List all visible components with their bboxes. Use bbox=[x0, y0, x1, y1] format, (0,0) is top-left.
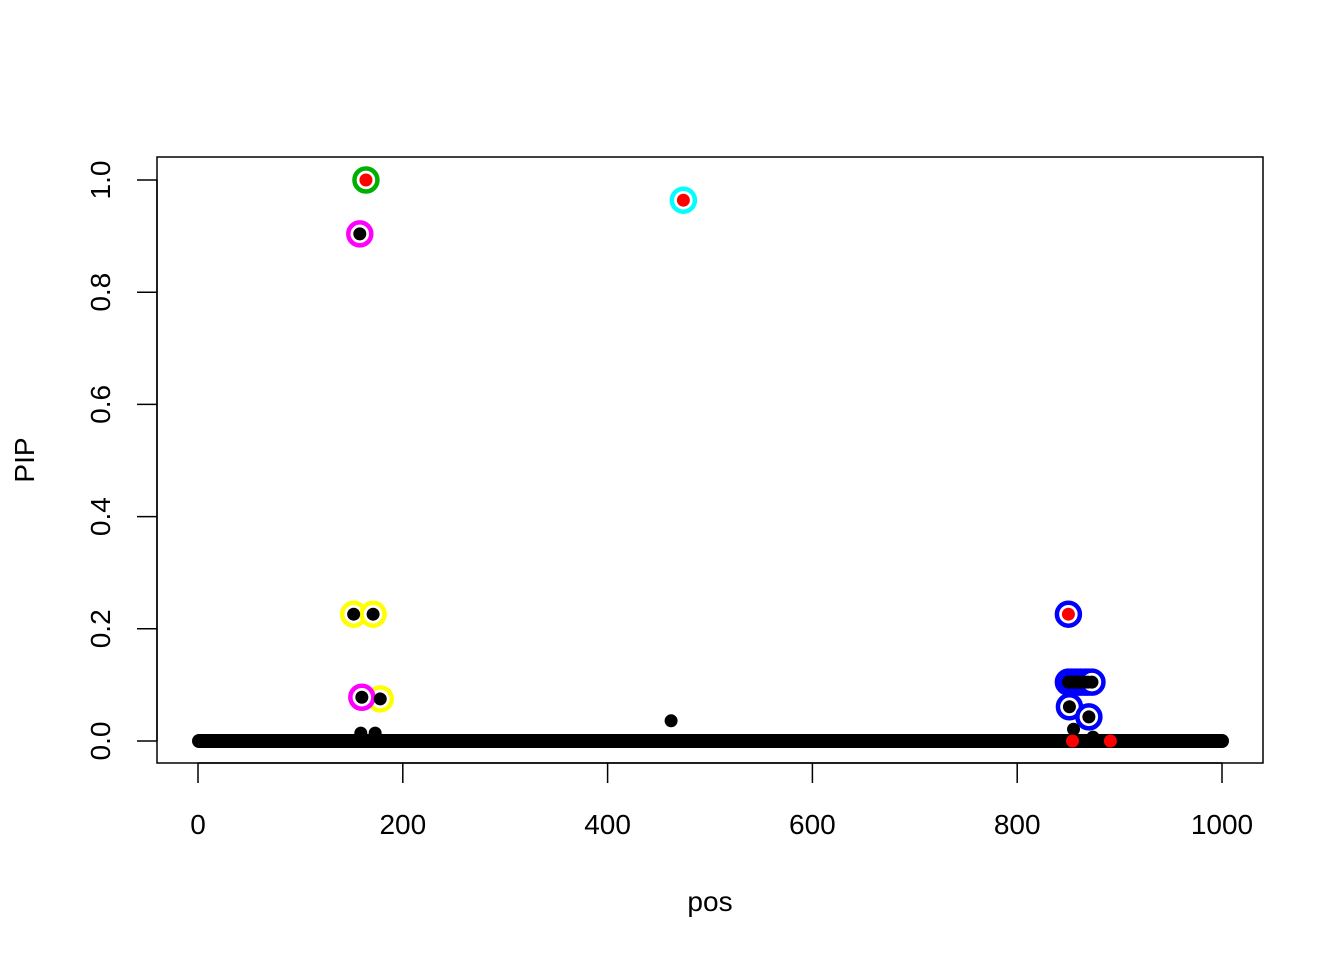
data-point bbox=[359, 173, 373, 187]
data-point bbox=[676, 193, 690, 207]
data-point bbox=[1215, 734, 1229, 748]
data-point bbox=[366, 607, 380, 621]
x-axis-title: pos bbox=[687, 886, 732, 917]
points-layer bbox=[192, 166, 1229, 748]
y-tick-label: 1.0 bbox=[85, 161, 116, 200]
data-point bbox=[1085, 675, 1099, 689]
x-tick-label: 1000 bbox=[1191, 809, 1253, 840]
data-point bbox=[373, 692, 387, 706]
y-tick-label: 0.4 bbox=[85, 497, 116, 536]
data-point bbox=[1103, 734, 1117, 748]
data-point bbox=[1086, 730, 1100, 744]
x-axis: 0 200 400 600 800 1000 bbox=[190, 762, 1253, 840]
data-point bbox=[664, 714, 678, 728]
x-tick-label: 400 bbox=[584, 809, 631, 840]
data-point bbox=[368, 726, 382, 740]
y-axis: 0.0 0.2 0.4 0.6 0.8 1.0 bbox=[85, 161, 158, 761]
data-point bbox=[1067, 722, 1081, 736]
data-point bbox=[1061, 607, 1075, 621]
data-point bbox=[354, 726, 368, 740]
x-tick-label: 600 bbox=[789, 809, 836, 840]
y-tick-label: 0.2 bbox=[85, 609, 116, 648]
data-point bbox=[1062, 700, 1076, 714]
data-point bbox=[355, 690, 369, 704]
data-point bbox=[1065, 734, 1079, 748]
data-point bbox=[347, 607, 361, 621]
y-tick-label: 0.0 bbox=[85, 722, 116, 761]
data-point bbox=[1082, 710, 1096, 724]
x-tick-label: 200 bbox=[379, 809, 426, 840]
y-axis-title: PIP bbox=[9, 437, 40, 482]
y-tick-label: 0.6 bbox=[85, 385, 116, 424]
data-point bbox=[353, 227, 367, 241]
y-tick-label: 0.8 bbox=[85, 273, 116, 312]
x-tick-label: 800 bbox=[994, 809, 1041, 840]
x-tick-label: 0 bbox=[190, 809, 206, 840]
